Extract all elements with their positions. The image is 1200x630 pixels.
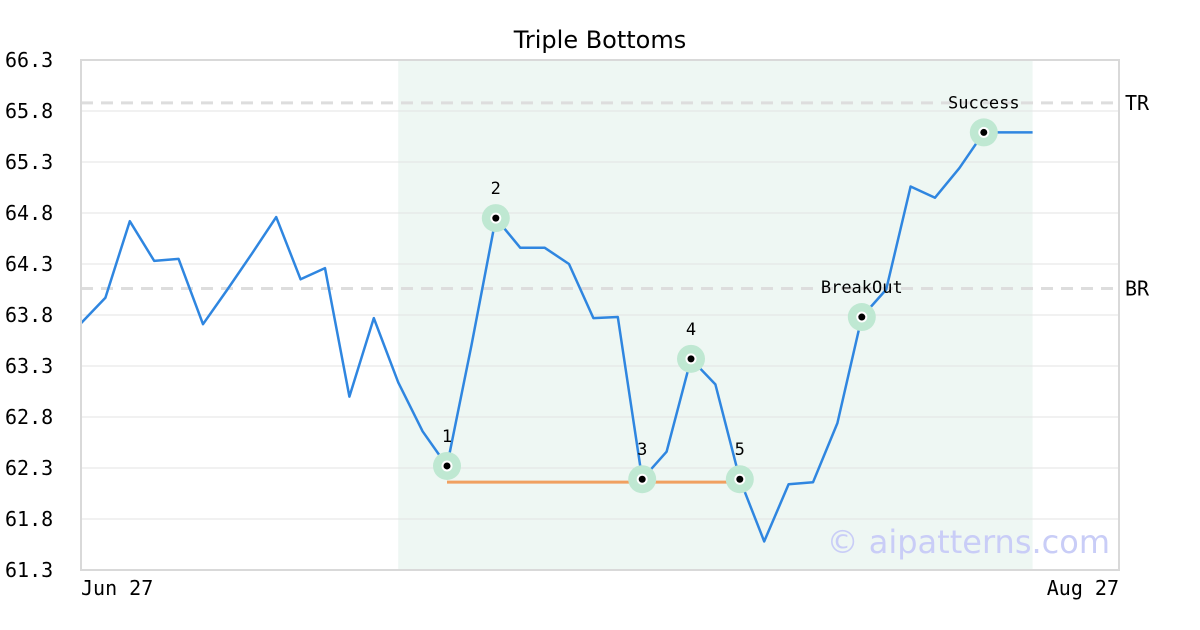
pattern-point-breakout	[858, 313, 866, 321]
y-tick-label: 66.3	[5, 48, 53, 72]
levels: TR BR	[81, 91, 1150, 300]
pattern-label-1: 1	[442, 427, 452, 447]
level-label-tr: TR	[1125, 91, 1150, 115]
x-tick-label-start: Jun 27	[81, 576, 153, 600]
y-tick-label: 63.3	[5, 354, 53, 378]
y-tick-label: 61.8	[5, 507, 53, 531]
y-tick-label: 62.8	[5, 405, 53, 429]
pattern-label-breakout: BreakOut	[821, 278, 903, 298]
price-line	[80, 131, 1033, 543]
pattern-point-4	[687, 355, 695, 363]
pattern-point-2	[492, 214, 500, 222]
pattern-label-5: 5	[735, 440, 745, 460]
pattern-label-2: 2	[491, 179, 501, 199]
pattern-point-1	[443, 462, 451, 470]
axes: 66.3 65.8 65.3 64.8 64.3 63.8 63.3 62.8 62.3 61.8…	[5, 48, 1120, 600]
pattern-label-3: 3	[637, 440, 647, 460]
pattern-point-success	[980, 128, 988, 136]
y-tick-label: 61.3	[5, 558, 53, 582]
pattern-point-5	[736, 475, 744, 483]
watermark: © aipatterns.com	[827, 523, 1110, 561]
x-tick-label-end: Aug 27	[1047, 576, 1119, 600]
pattern-label-4: 4	[686, 320, 696, 340]
pattern-label-success: Success	[948, 93, 1020, 113]
y-tick-label: 64.3	[5, 252, 53, 276]
plot-frame	[80, 59, 1120, 571]
y-tick-label: 65.3	[5, 150, 53, 174]
y-tick-label: 63.8	[5, 303, 53, 327]
pattern-point-3	[638, 475, 646, 483]
pattern-points: 1 2 3 4 5 BreakOut Success	[433, 93, 1020, 494]
price-series	[80, 131, 1033, 543]
level-label-br: BR	[1125, 276, 1150, 300]
y-tick-label: 64.8	[5, 201, 53, 225]
chart-title: Triple Bottoms	[513, 26, 687, 54]
y-tick-label: 62.3	[5, 456, 53, 480]
y-tick-label: 65.8	[5, 99, 53, 123]
